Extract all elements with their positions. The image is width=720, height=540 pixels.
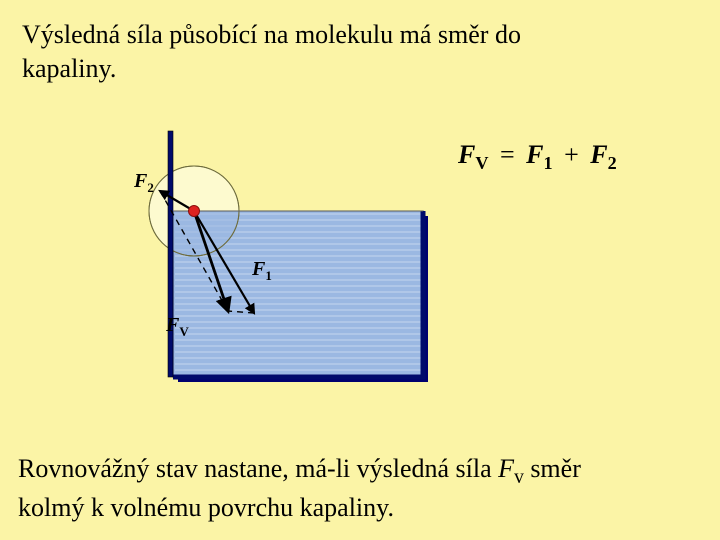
bottom-prefix: Rovnovážný stav nastane, má-li výsledná … (18, 454, 498, 483)
bottom-var: F (498, 454, 514, 483)
eq-t1-sym: F (526, 140, 543, 169)
eq-equals: = (495, 140, 520, 169)
eq-plus: + (559, 140, 584, 169)
force-diagram: F2F1FV (130, 125, 430, 395)
svg-text:F2: F2 (133, 170, 154, 195)
bottom-description: Rovnovážný stav nastane, má-li výsledná … (18, 452, 581, 524)
bottom-line2: kolmý k volnému povrchu kapaliny. (18, 493, 394, 522)
top-description: Výsledná síla působící na molekulu má sm… (22, 18, 521, 86)
eq-lhs-sub: V (475, 153, 488, 173)
eq-t1-sub: 1 (544, 153, 553, 173)
bottom-mid: směr (524, 454, 581, 483)
eq-lhs-sym: F (458, 140, 475, 169)
bottom-sub: v (514, 467, 524, 488)
top-line2: kapaliny. (22, 54, 116, 83)
eq-t2-sym: F (590, 140, 607, 169)
eq-t2-sub: 2 (608, 153, 617, 173)
equation: FV = F1 + F2 (458, 140, 617, 174)
top-line1: Výsledná síla působící na molekulu má sm… (22, 20, 521, 49)
